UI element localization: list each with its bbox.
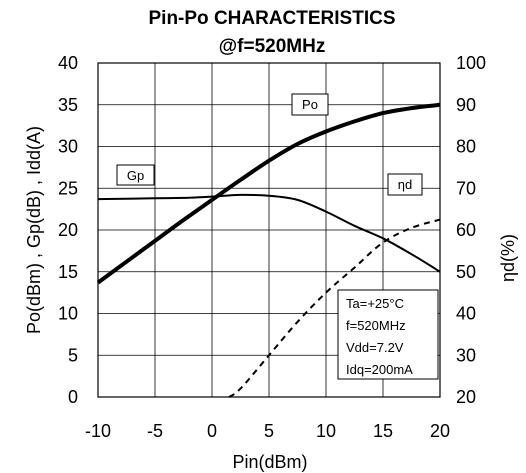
x-tick-label: -5 [147, 421, 163, 441]
x-tick-label: 20 [430, 421, 450, 441]
x-axis-label: Pin(dBm) [232, 452, 307, 472]
data-curves [96, 102, 441, 398]
condition-vdd: Vdd=7.2V [346, 340, 404, 355]
x-tick-label: 0 [207, 421, 217, 441]
gp-series-label: Gp [116, 164, 155, 186]
svg-text:Po: Po [302, 97, 318, 112]
y-left-tick-label: 0 [68, 387, 78, 407]
y-left-tick-label: 15 [58, 262, 78, 282]
y-right-tick-label: 60 [456, 220, 476, 240]
y-left-tick-label: 25 [58, 178, 78, 198]
condition-ta: Ta=+25°C [346, 296, 404, 311]
svg-text:ηd: ηd [398, 177, 412, 192]
y-right-tick-label: 30 [456, 345, 476, 365]
series-ηd-line [228, 218, 441, 398]
conditions-box: Ta=+25°C f=520MHz Vdd=7.2V Idq=200mA [337, 289, 439, 380]
condition-idq: Idq=200mA [346, 362, 413, 377]
x-tick-label: 5 [264, 421, 274, 441]
chart-title: Pin-Po CHARACTERISTICS [149, 8, 396, 29]
x-tick-label: 10 [316, 421, 336, 441]
y-right-tick-label: 50 [456, 262, 476, 282]
condition-f: f=520MHz [346, 318, 406, 333]
y-right-tick-label: 100 [456, 53, 486, 73]
y-right-tick-label: 80 [456, 137, 476, 157]
y-right-tick-label: 20 [456, 387, 476, 407]
po-series-label: Po [291, 93, 329, 116]
series-Po-line [96, 102, 441, 285]
y-left-tick-label: 20 [58, 220, 78, 240]
chart-subtitle: @f=520MHz [219, 36, 326, 57]
y-left-tick-label: 35 [58, 95, 78, 115]
x-tick-label: 15 [373, 421, 393, 441]
y-left-tick-label: 5 [68, 345, 78, 365]
y-right-tick-label: 70 [456, 178, 476, 198]
y-right-axis-ticks: 20 30 40 50 60 70 80 90 100 [456, 53, 486, 407]
y-right-axis-label: ηd(%) [498, 234, 518, 282]
y-left-tick-label: 30 [58, 137, 78, 157]
y-left-axis-label: Po(dBm) , Gp(dB) , Idd(A) [24, 126, 44, 334]
plot-frame [97, 62, 441, 398]
series-Gp-line [97, 193, 441, 273]
x-tick-label: -10 [85, 421, 111, 441]
y-left-tick-label: 10 [58, 304, 78, 324]
y-left-tick-label: 40 [58, 53, 78, 73]
y-right-tick-label: 90 [456, 95, 476, 115]
x-axis-ticks: -10 -5 0 5 10 15 20 [85, 421, 450, 441]
y-right-tick-label: 40 [456, 304, 476, 324]
svg-text:Gp: Gp [127, 168, 144, 183]
y-left-axis-ticks: 0 5 10 15 20 25 30 35 40 [58, 53, 78, 407]
eta-series-label: ηd [387, 173, 423, 196]
